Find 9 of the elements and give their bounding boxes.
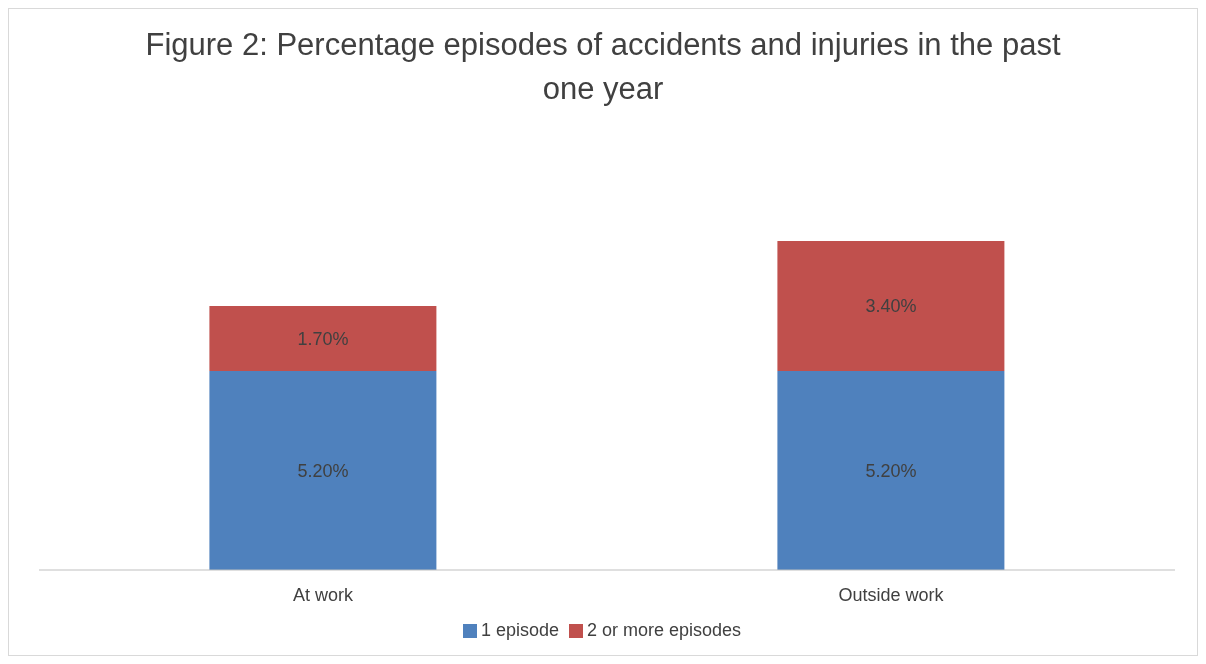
x-tick-label: Outside work — [838, 584, 945, 605]
data-label: 5.20% — [865, 460, 917, 481]
data-label: 1.70% — [297, 328, 349, 349]
legend-label: 2 or more episodes — [586, 620, 742, 640]
x-tick-label: At work — [292, 584, 354, 605]
data-label: 5.20% — [297, 460, 349, 481]
chart-title: Figure 2: Percentage episodes of accidents and injuries in the past one year — [144, 26, 1062, 108]
legend-label: 1 episode — [480, 620, 559, 640]
data-label: 3.40% — [865, 296, 917, 317]
